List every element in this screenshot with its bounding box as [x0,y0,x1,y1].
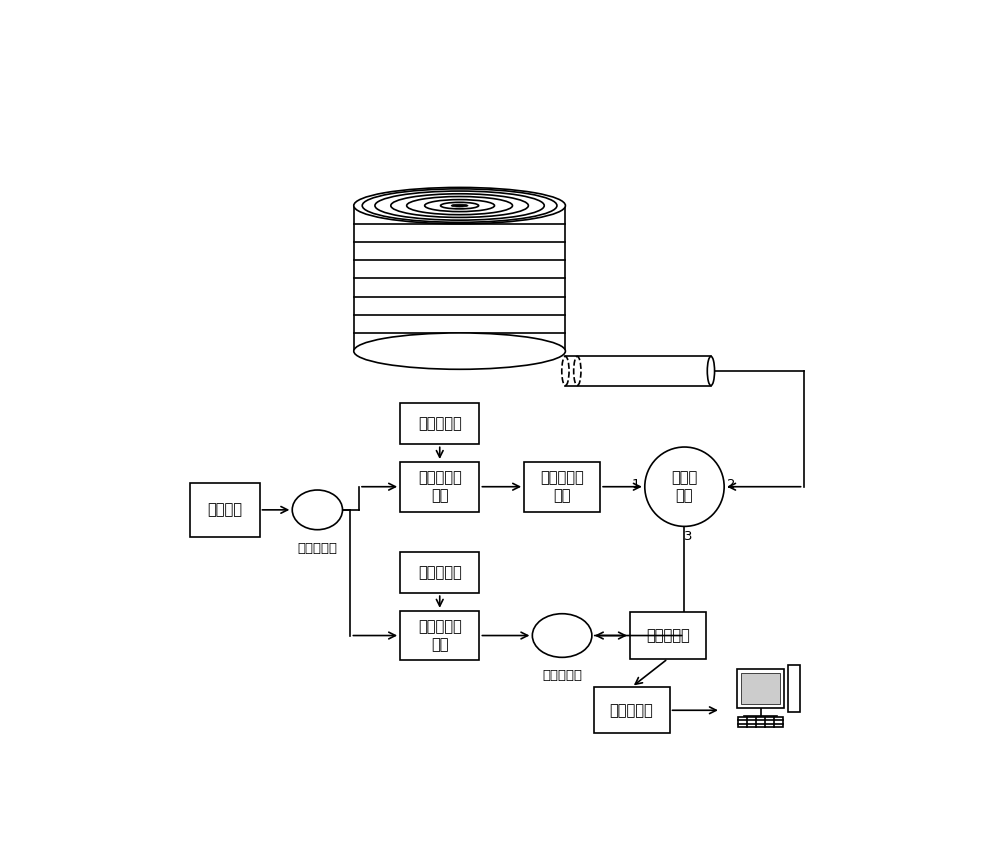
Ellipse shape [562,356,569,386]
Bar [400,462,479,511]
Text: 第二耦合器: 第二耦合器 [542,669,582,682]
Bar [788,665,800,711]
Ellipse shape [532,613,592,657]
Text: 数据采集卡: 数据采集卡 [610,703,653,718]
Text: 2: 2 [727,478,735,490]
Text: 光电探测器: 光电探测器 [646,628,690,643]
Bar [741,673,780,704]
Ellipse shape [574,356,581,386]
Bar [524,462,600,511]
Text: 半导体光放
大器: 半导体光放 大器 [540,471,584,503]
Text: 光纤环
形器: 光纤环 形器 [671,471,698,503]
Bar [400,404,479,444]
Bar [630,612,706,659]
Ellipse shape [292,490,343,530]
Text: 3: 3 [684,531,692,544]
Text: 1: 1 [631,478,640,490]
Bar [190,483,260,537]
Text: 激光光源: 激光光源 [207,503,242,517]
Bar [737,669,784,708]
Ellipse shape [354,187,565,224]
Ellipse shape [451,204,468,207]
Text: 第二声光调
制器: 第二声光调 制器 [418,619,462,652]
Text: 第一声光调
制器: 第一声光调 制器 [418,471,462,503]
Text: 第二驱动器: 第二驱动器 [418,565,462,580]
Bar [738,717,783,728]
Bar [400,552,479,594]
Bar [400,611,479,661]
Bar [594,687,670,734]
Ellipse shape [354,333,565,369]
Text: 第一驱动器: 第一驱动器 [418,417,462,431]
Ellipse shape [707,356,715,386]
Text: 第一耦合器: 第一耦合器 [297,542,337,555]
Circle shape [645,447,724,527]
